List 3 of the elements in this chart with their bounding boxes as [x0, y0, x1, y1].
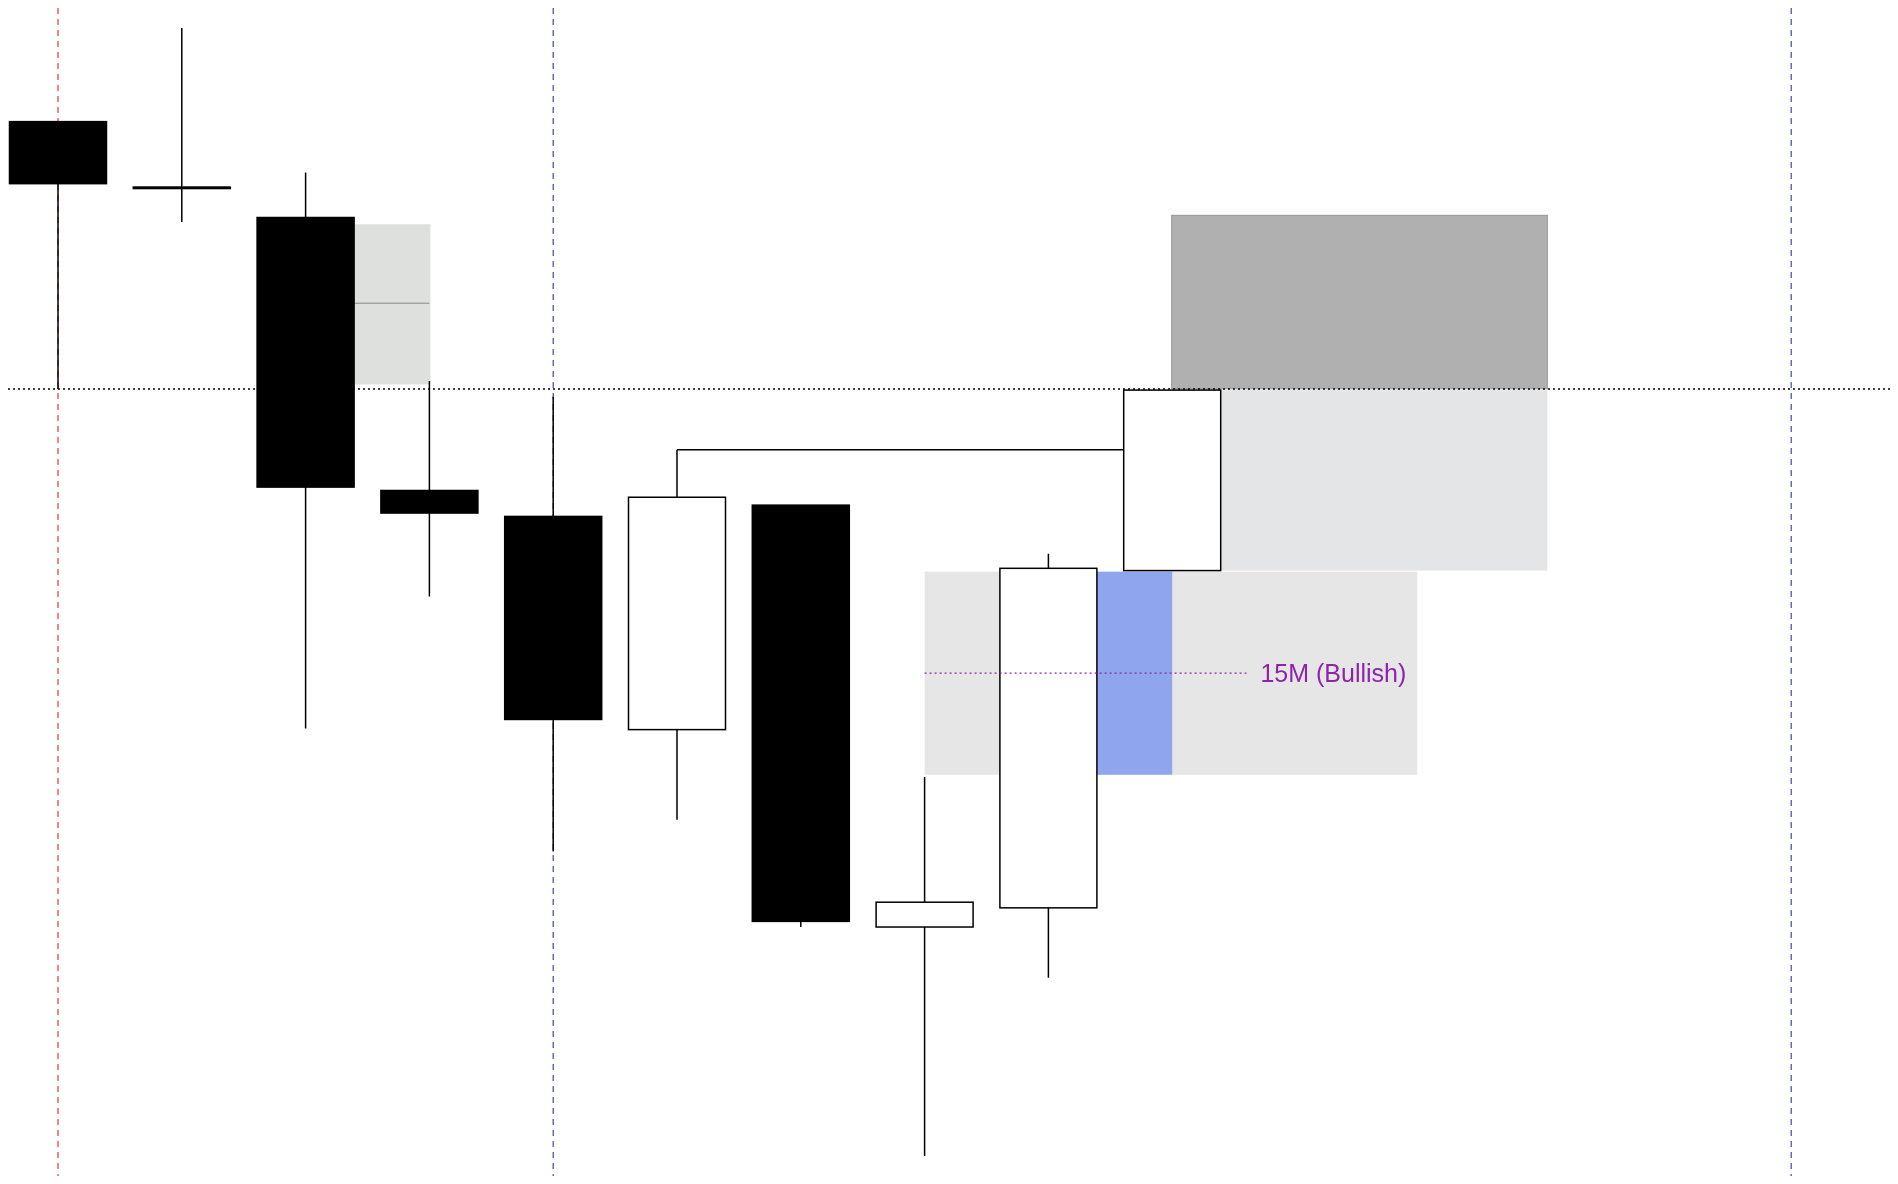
candlestick: [132, 27, 232, 223]
candlestick: [875, 776, 974, 1157]
text: 15M (Bullish): [1260, 658, 1407, 687]
